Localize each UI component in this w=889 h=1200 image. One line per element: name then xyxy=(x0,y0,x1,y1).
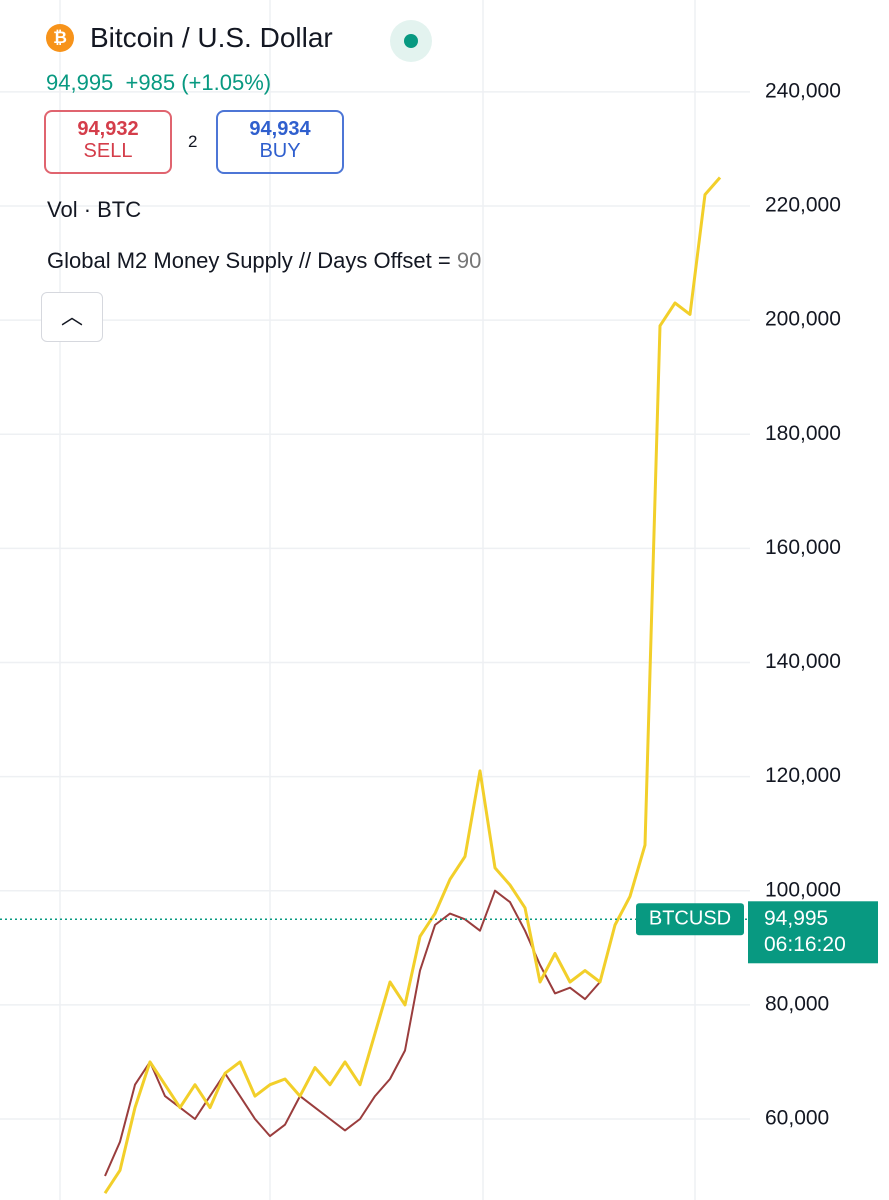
change: +985 (+1.05%) xyxy=(125,70,272,95)
price-tag-countdown: 06:16:20 xyxy=(764,933,846,956)
sell-price: 94,932 xyxy=(77,118,139,140)
buy-label: BUY xyxy=(259,140,301,162)
y-tick-label: 60,000 xyxy=(765,1107,829,1130)
y-tick-label: 220,000 xyxy=(765,194,841,217)
volume-legend: Vol · BTC xyxy=(47,197,142,222)
price-row: 94,995 +985 (+1.05%) xyxy=(46,70,271,96)
symbol-tag xyxy=(636,903,744,936)
series-line xyxy=(104,889,616,1177)
y-tick-label: 200,000 xyxy=(765,308,841,331)
price: 94,995 xyxy=(46,70,114,95)
sell-button[interactable]: 94,932 SELL xyxy=(44,110,172,174)
y-tick-label: 160,000 xyxy=(765,536,841,559)
sell-label: SELL xyxy=(83,140,133,162)
y-tick-label: 100,000 xyxy=(765,878,841,901)
v-grid xyxy=(59,0,696,1200)
symbol-tag-text: BTCUSD xyxy=(649,908,731,930)
indicator-value: 90 xyxy=(456,248,482,273)
y-tick-label: 120,000 xyxy=(765,764,841,787)
indicator-legend: Global M2 Money Supply // Days Offset = … xyxy=(47,248,481,274)
indicator-name: Global M2 Money Supply // Days Offset = xyxy=(47,248,451,273)
series-line xyxy=(103,176,722,1195)
y-tick-label: 140,000 xyxy=(765,650,841,673)
buy-price: 94,934 xyxy=(249,118,311,140)
status-indicator xyxy=(390,20,432,62)
title: Bitcoin / U.S. Dollar xyxy=(90,22,333,53)
y-tick-label: 180,000 xyxy=(765,422,841,445)
collapse-button[interactable]: ︿ xyxy=(41,292,103,342)
spread: 2 xyxy=(188,132,198,151)
y-tick-label: 80,000 xyxy=(765,992,829,1015)
price-tag-value: 94,995 xyxy=(764,907,828,930)
bitcoin-icon: ₿ xyxy=(46,24,74,52)
price-tag xyxy=(748,901,878,964)
y-tick-label: 240,000 xyxy=(765,79,841,102)
buy-button[interactable]: 94,934 BUY xyxy=(216,110,344,174)
